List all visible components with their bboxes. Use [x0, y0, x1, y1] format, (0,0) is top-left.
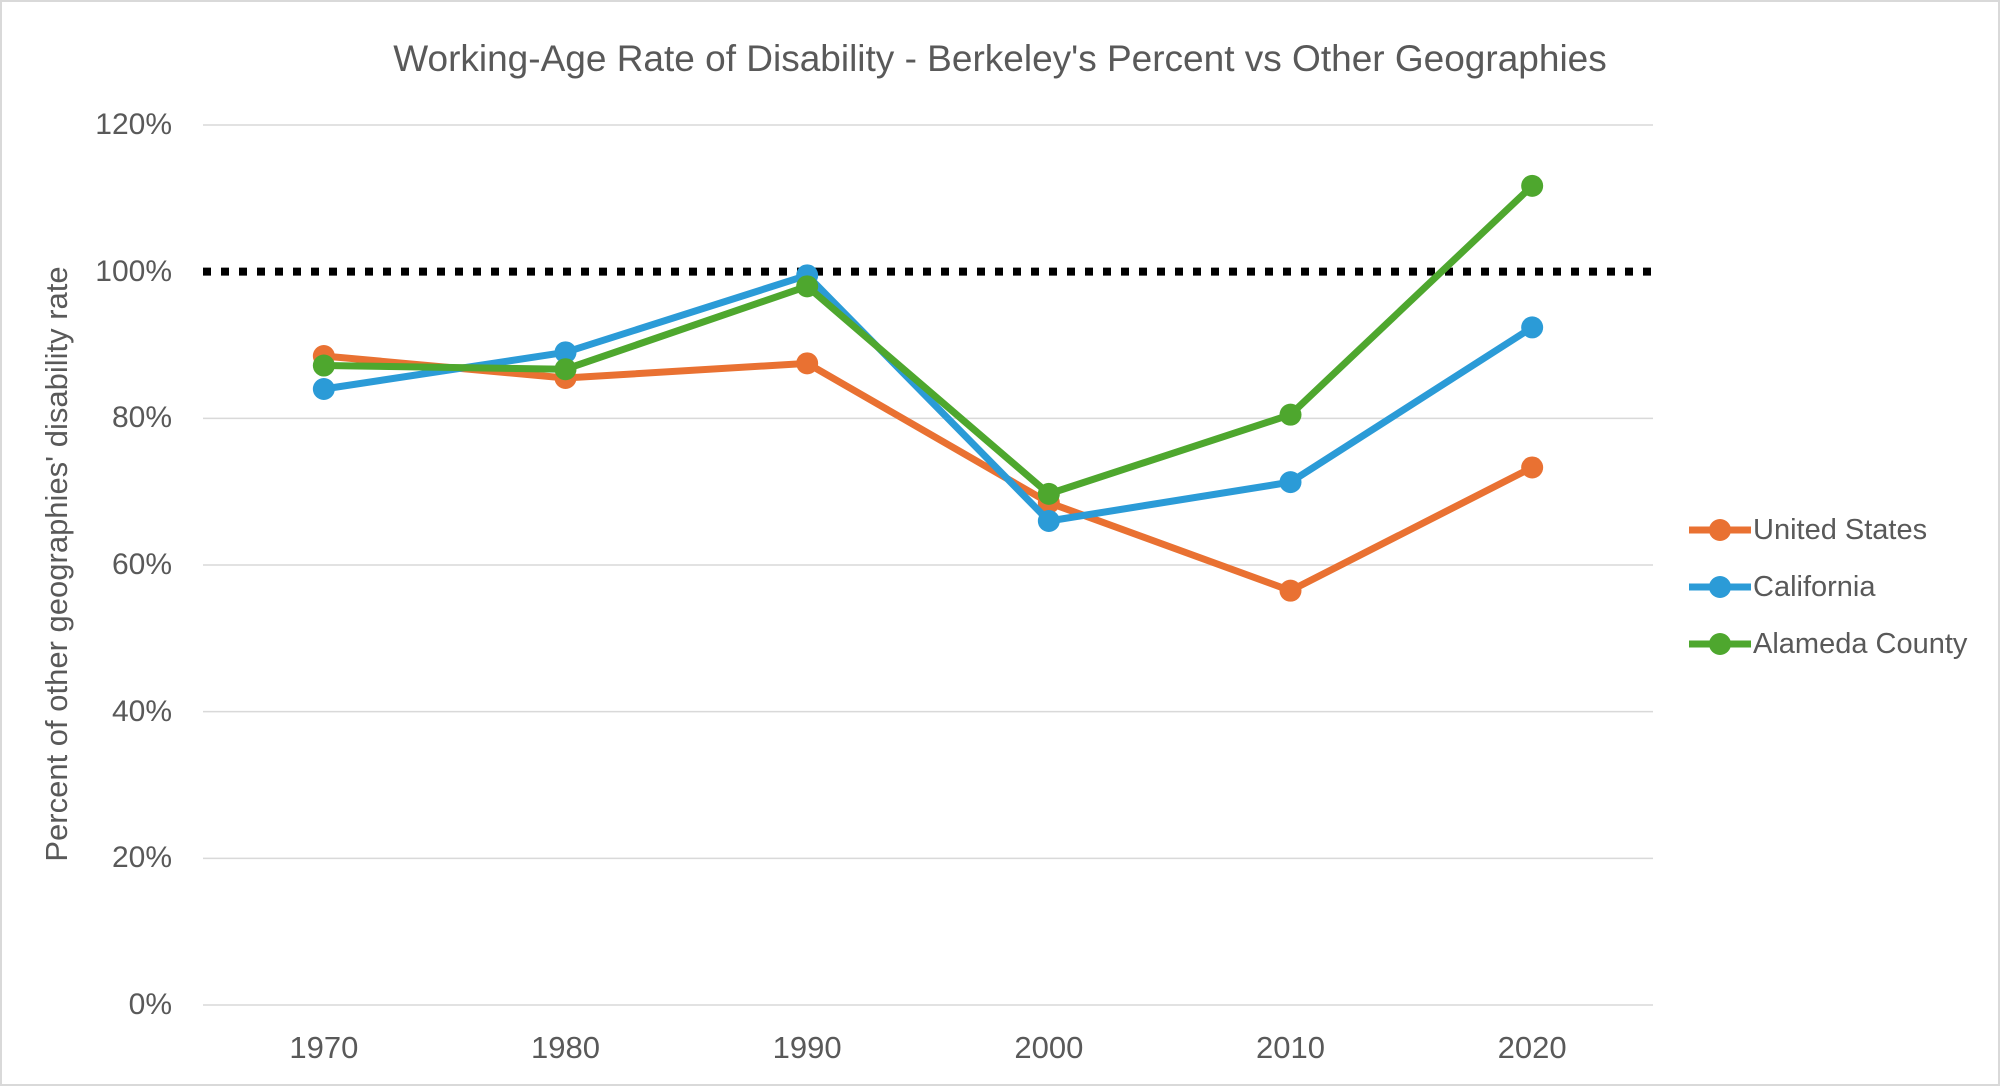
xtick-label-2010: 2010 [1256, 1030, 1325, 1065]
data-point-california-2000 [1037, 510, 1060, 532]
ytick-label-80: 80% [111, 401, 172, 435]
data-point-california-2020 [1521, 316, 1544, 339]
chart-title: Working-Age Rate of Disability - Berkele… [393, 38, 1607, 79]
data-point-united-states-2020 [1521, 456, 1544, 479]
legend: United States California Alameda County [1687, 513, 1968, 687]
xtick-label-2000: 2000 [1014, 1030, 1084, 1065]
ytick-label-100: 100% [95, 254, 172, 288]
data-point-alameda-county-1970 [312, 354, 335, 377]
series-line-alameda-county [323, 183, 1535, 498]
legend-item-california: California [1687, 570, 1967, 603]
ytick-label-0: 0% [128, 988, 172, 1021]
ytick-label-60: 60% [111, 548, 172, 581]
legend-item-united-states: United States [1687, 513, 1967, 546]
legend-label: United States [1753, 513, 1928, 546]
data-point-california-1980 [554, 341, 577, 364]
data-point-alameda-county-2000 [1037, 482, 1060, 505]
series-line-california [323, 271, 1535, 525]
data-point-california-1970 [312, 378, 335, 400]
ytick-label-20: 20% [111, 841, 172, 875]
data-point-united-states-2010 [1279, 579, 1302, 602]
xtick-label-1980: 1980 [531, 1030, 600, 1065]
xtick-label-1970: 1970 [289, 1030, 359, 1065]
data-point-alameda-county-1980 [554, 358, 577, 381]
legend-label: California [1753, 570, 1876, 603]
series-line-united-states [323, 352, 1534, 595]
data-point-alameda-county-2010 [1279, 403, 1302, 426]
data-point-united-states-1990 [796, 352, 819, 375]
data-point-alameda-county-1990 [796, 275, 819, 298]
data-point-alameda-county-2020 [1521, 174, 1544, 197]
line-marker-icon [1689, 633, 1751, 655]
line-marker-icon [1689, 576, 1751, 598]
line-marker-icon [1689, 519, 1751, 541]
ytick-label-120: 120% [95, 108, 172, 141]
legend-item-alameda-county: Alameda County [1687, 627, 1968, 660]
legend-label: Alameda County [1753, 627, 1968, 660]
xtick-label-2020: 2020 [1497, 1030, 1567, 1065]
xtick-label-1990: 1990 [772, 1030, 842, 1065]
data-point-california-2010 [1279, 471, 1302, 494]
ytick-label-40: 40% [111, 694, 172, 728]
